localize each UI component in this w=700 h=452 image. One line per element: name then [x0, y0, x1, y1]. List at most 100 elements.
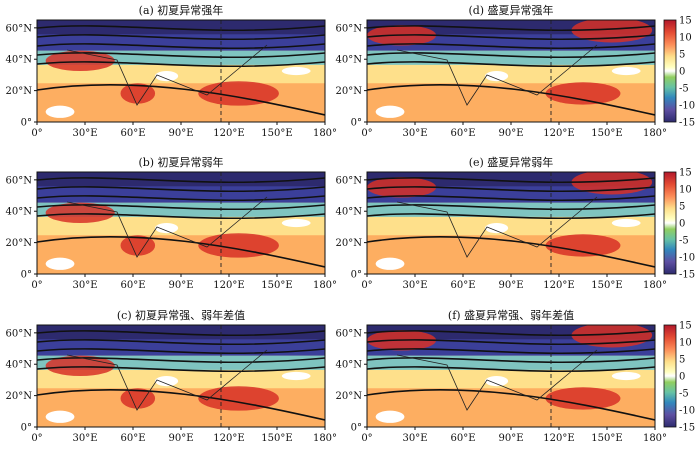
colorbar-tick-label: 5	[679, 50, 685, 61]
lat-tick-label: 0°	[21, 118, 32, 129]
colorbar-tick-label: -15	[679, 270, 695, 281]
colorbar-scale	[663, 19, 677, 123]
lon-tick-label: 0°	[361, 280, 372, 291]
colorbar-tick-label: 0	[679, 372, 685, 383]
lon-tick-label: 0°	[31, 128, 42, 139]
lat-tick-label: 60°N	[6, 23, 33, 34]
colorbar-scale	[663, 324, 677, 428]
lat-tick-label: 60°N	[6, 328, 33, 339]
lon-tick-label: 90°E	[498, 433, 523, 444]
lon-tick-label: 0°	[361, 433, 372, 444]
lon-tick-label: 120°E	[543, 280, 574, 291]
colorbar-tick-label: -10	[679, 253, 695, 264]
lon-tick-label: 150°E	[261, 280, 292, 291]
lat-tick-label: 40°N	[6, 55, 33, 66]
lon-tick-label: 120°E	[543, 433, 574, 444]
lon-tick-label: 30°E	[402, 433, 427, 444]
colorbar-tick-label: 10	[679, 338, 692, 349]
lat-tick-label: 20°N	[336, 86, 363, 97]
panel-title: (b) 初夏异常弱年	[138, 155, 223, 169]
lon-tick-label: 150°E	[591, 280, 622, 291]
colorbar-tick-label: -5	[679, 236, 689, 247]
map-panel-d: (d) 盛夏异常强年 0° 30°E 60°E 90°E 120°E 150°E 180° 0°…	[336, 3, 668, 139]
lon-tick-label: 30°E	[72, 128, 97, 139]
lon-tick-label: 30°E	[72, 280, 97, 291]
lat-tick-label: 60°N	[336, 328, 363, 339]
lat-tick-label: 0°	[21, 270, 32, 281]
map-panel-c: (c) 初夏异常强、弱年差值 0° 30°E 60°E 90°E 120°E 150°E 18…	[6, 308, 338, 444]
lat-tick-label: 60°N	[6, 175, 33, 186]
panel-title: (a) 初夏异常强年	[139, 3, 224, 17]
lon-tick-label: 180°	[313, 280, 337, 291]
lon-tick-label: 90°E	[168, 433, 193, 444]
panels-layer: (a) 初夏异常强年 0° 30°E 60°E 90°E 120°E 150°E 180° 0°…	[6, 3, 668, 444]
colorbar-tick-label: 15	[679, 321, 692, 332]
colorbar-scale	[663, 171, 677, 275]
lat-tick-label: 20°N	[6, 391, 33, 402]
lat-tick-label: 40°N	[6, 207, 33, 218]
colorbar-tick-label: 15	[679, 16, 692, 27]
lat-tick-label: 40°N	[6, 360, 33, 371]
lon-tick-label: 60°E	[450, 280, 475, 291]
map-panel-e: (e) 盛夏异常弱年 0° 30°E 60°E 90°E 120°E 150°E 180° 0°…	[336, 155, 668, 291]
lon-tick-label: 90°E	[168, 280, 193, 291]
lat-tick-label: 40°N	[336, 360, 363, 371]
lat-tick-label: 40°N	[336, 55, 363, 66]
colorbar-tick-label: 15	[679, 168, 692, 179]
lat-tick-label: 0°	[351, 118, 362, 129]
lon-tick-label: 90°E	[168, 128, 193, 139]
lon-tick-label: 30°E	[72, 433, 97, 444]
colorbar-tick-label: -15	[679, 423, 695, 434]
lon-tick-label: 0°	[361, 128, 372, 139]
colorbar-tick-label: -5	[679, 84, 689, 95]
colorbar-tick-label: -5	[679, 389, 689, 400]
colorbar-tick-label: 10	[679, 33, 692, 44]
panel-title: (d) 盛夏异常强年	[468, 3, 553, 17]
colorbar-tick-label: -15	[679, 118, 695, 129]
map-panel-a: (a) 初夏异常强年 0° 30°E 60°E 90°E 120°E 150°E 180° 0°…	[6, 3, 338, 139]
lat-tick-label: 20°N	[336, 391, 363, 402]
lat-tick-label: 20°N	[6, 238, 33, 249]
lon-tick-label: 180°	[643, 280, 667, 291]
lon-tick-label: 180°	[643, 433, 667, 444]
lat-tick-label: 0°	[21, 423, 32, 434]
colorbar-0: 15 10 5 0 -5 -10 -15	[663, 16, 695, 129]
colorbar-tick-label: -10	[679, 101, 695, 112]
lon-tick-label: 90°E	[498, 280, 523, 291]
panel-title: (f) 盛夏异常强、弱年差值	[448, 308, 574, 322]
colorbar-2: 15 10 5 0 -5 -10 -15	[663, 321, 695, 434]
lat-tick-label: 0°	[351, 423, 362, 434]
lon-tick-label: 60°E	[120, 128, 145, 139]
lon-tick-label: 150°E	[591, 433, 622, 444]
map-panel-b: (b) 初夏异常弱年 0° 30°E 60°E 90°E 120°E 150°E 180° 0°…	[6, 155, 338, 291]
lon-tick-label: 180°	[643, 128, 667, 139]
colorbar-tick-label: 0	[679, 67, 685, 78]
lon-tick-label: 180°	[313, 433, 337, 444]
lat-tick-label: 60°N	[336, 23, 363, 34]
lat-tick-label: 40°N	[336, 207, 363, 218]
lon-tick-label: 60°E	[450, 128, 475, 139]
lon-tick-label: 120°E	[213, 433, 244, 444]
lat-tick-label: 20°N	[336, 238, 363, 249]
colorbar-tick-label: 5	[679, 202, 685, 213]
lon-tick-label: 150°E	[591, 128, 622, 139]
map-panel-f: (f) 盛夏异常强、弱年差值 0° 30°E 60°E 90°E 120°E 150°E 18…	[336, 308, 668, 444]
lon-tick-label: 180°	[313, 128, 337, 139]
lon-tick-label: 0°	[31, 433, 42, 444]
panel-title: (e) 盛夏异常弱年	[469, 155, 554, 169]
lon-tick-label: 120°E	[543, 128, 574, 139]
colorbar-tick-label: 0	[679, 219, 685, 230]
lon-tick-label: 120°E	[213, 280, 244, 291]
lon-tick-label: 60°E	[120, 280, 145, 291]
lon-tick-label: 30°E	[402, 280, 427, 291]
lat-tick-label: 20°N	[6, 86, 33, 97]
lon-tick-label: 0°	[31, 280, 42, 291]
lon-tick-label: 60°E	[120, 433, 145, 444]
lat-tick-label: 0°	[351, 270, 362, 281]
colorbar-tick-label: 10	[679, 185, 692, 196]
lon-tick-label: 90°E	[498, 128, 523, 139]
lon-tick-label: 30°E	[402, 128, 427, 139]
lon-tick-label: 60°E	[450, 433, 475, 444]
colorbar-tick-label: -10	[679, 406, 695, 417]
